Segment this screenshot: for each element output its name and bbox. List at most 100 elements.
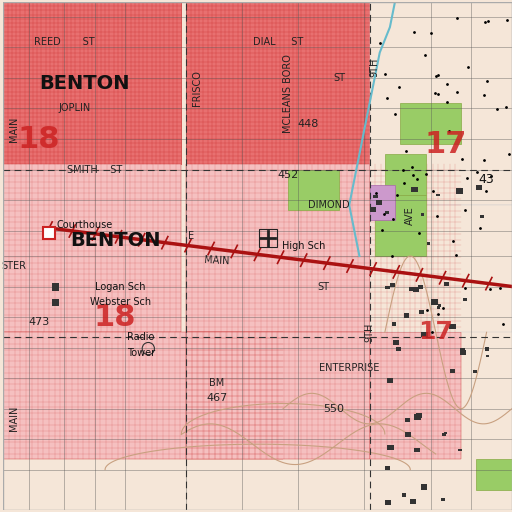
- Bar: [288, 169, 339, 210]
- Text: MAIN: MAIN: [204, 255, 230, 267]
- Bar: [373, 195, 377, 198]
- Text: MAIN: MAIN: [9, 406, 18, 432]
- Bar: [52, 284, 59, 291]
- Bar: [186, 332, 370, 459]
- Bar: [52, 298, 59, 306]
- Bar: [486, 355, 489, 357]
- Bar: [375, 195, 425, 256]
- Bar: [463, 298, 466, 301]
- Text: E: E: [188, 230, 195, 241]
- Bar: [370, 207, 376, 212]
- Bar: [393, 340, 399, 345]
- Bar: [418, 285, 423, 289]
- Bar: [476, 459, 512, 490]
- Text: BM: BM: [209, 378, 225, 388]
- Bar: [4, 332, 283, 459]
- Text: DIMOND: DIMOND: [308, 200, 350, 210]
- Text: 550: 550: [324, 403, 345, 414]
- Text: STER: STER: [1, 261, 26, 271]
- Text: Courthouse: Courthouse: [57, 221, 113, 230]
- Bar: [480, 215, 484, 219]
- Bar: [444, 432, 447, 434]
- Bar: [441, 498, 445, 501]
- Text: 467: 467: [206, 393, 228, 403]
- Bar: [392, 322, 396, 326]
- Bar: [406, 418, 410, 422]
- Bar: [259, 229, 277, 247]
- Bar: [431, 300, 438, 305]
- Bar: [403, 313, 410, 318]
- Text: 17: 17: [424, 130, 467, 159]
- Bar: [376, 200, 381, 204]
- Text: 18: 18: [18, 124, 60, 154]
- Bar: [444, 282, 449, 286]
- Text: JOPLIN: JOPLIN: [58, 103, 91, 114]
- Bar: [450, 369, 455, 373]
- Text: 43: 43: [479, 173, 495, 186]
- Bar: [387, 378, 393, 383]
- Bar: [385, 154, 425, 195]
- Bar: [438, 305, 441, 307]
- Bar: [421, 332, 429, 337]
- Bar: [460, 348, 465, 352]
- Text: Tower: Tower: [126, 348, 155, 358]
- Bar: [396, 347, 401, 351]
- Bar: [419, 310, 424, 314]
- Text: SMITH    ST: SMITH ST: [67, 164, 122, 175]
- Bar: [416, 413, 421, 418]
- Bar: [387, 445, 394, 450]
- Text: AVE: AVE: [406, 206, 415, 225]
- Bar: [449, 324, 456, 329]
- Bar: [456, 188, 463, 194]
- Bar: [4, 2, 181, 164]
- Bar: [370, 205, 512, 332]
- Bar: [370, 164, 461, 332]
- Bar: [370, 185, 395, 220]
- Bar: [370, 2, 512, 205]
- Bar: [474, 370, 477, 373]
- Bar: [437, 194, 440, 196]
- Text: ENTERPRISE: ENTERPRISE: [319, 363, 379, 373]
- Bar: [4, 164, 181, 332]
- Bar: [413, 287, 419, 292]
- Text: BENTON: BENTON: [39, 74, 130, 93]
- Bar: [405, 432, 411, 437]
- Text: FRISCO: FRISCO: [191, 70, 202, 106]
- Bar: [186, 164, 370, 332]
- Bar: [186, 2, 370, 164]
- Bar: [385, 500, 391, 505]
- Bar: [385, 466, 390, 470]
- Text: 452: 452: [278, 169, 299, 180]
- Bar: [442, 433, 446, 436]
- Bar: [421, 214, 424, 217]
- Bar: [427, 242, 431, 245]
- Bar: [412, 187, 417, 192]
- Text: BENTON: BENTON: [70, 231, 160, 250]
- Text: REED       ST: REED ST: [34, 37, 95, 48]
- Text: High Sch: High Sch: [282, 241, 325, 251]
- Bar: [410, 287, 415, 291]
- Bar: [385, 286, 390, 289]
- Bar: [410, 499, 416, 504]
- Text: ST: ST: [318, 282, 330, 291]
- Text: MAIN: MAIN: [9, 116, 18, 141]
- Bar: [390, 283, 395, 287]
- Bar: [414, 414, 421, 420]
- Bar: [402, 493, 407, 497]
- Text: 9TH: 9TH: [370, 58, 380, 77]
- Bar: [460, 350, 466, 355]
- Bar: [458, 449, 462, 452]
- Text: Webster Sch: Webster Sch: [90, 297, 151, 307]
- Text: 17: 17: [418, 321, 453, 344]
- Text: DIAL     ST: DIAL ST: [253, 37, 303, 48]
- Bar: [370, 332, 461, 459]
- Text: Logan Sch: Logan Sch: [95, 282, 145, 291]
- Bar: [43, 227, 55, 239]
- Text: 18: 18: [94, 303, 137, 332]
- Bar: [421, 484, 427, 489]
- Text: ST: ST: [333, 73, 345, 83]
- Bar: [484, 347, 489, 351]
- Text: MCLEANS BORO: MCLEANS BORO: [283, 54, 293, 133]
- Bar: [414, 447, 420, 453]
- Text: 9TH: 9TH: [365, 323, 375, 342]
